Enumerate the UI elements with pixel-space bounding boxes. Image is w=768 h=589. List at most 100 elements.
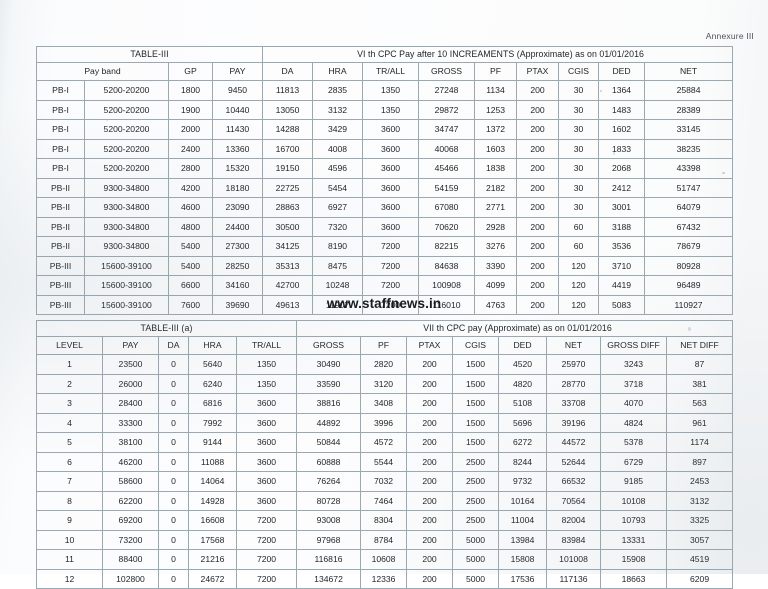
table-iii-a-subtitle: VII th CPC pay (Approximate) as on 01/01… <box>296 320 734 337</box>
table-row: 3 28400 0 6816 3600 38816 3408 200 1500 5108 33708… <box>36 393 734 414</box>
column-header-gross-diff: GROSS DIFF <box>600 336 668 355</box>
cell-net: 25970 <box>546 354 602 375</box>
cell-cgis: 120 <box>558 255 600 276</box>
cell-pay: 73200 <box>102 529 159 550</box>
column-header-cgis: CGIS <box>558 62 600 81</box>
cell-hra: 11088 <box>188 451 237 472</box>
cell-ptax: 200 <box>516 138 560 159</box>
cell-da: 0 <box>158 490 189 511</box>
cell-net-diff: 6209 <box>666 568 734 589</box>
cell-da: 0 <box>158 432 189 453</box>
column-header-hra: HRA <box>312 62 364 81</box>
column-header-level: LEVEL <box>36 336 103 355</box>
cell-gp: 6600 <box>168 275 213 296</box>
cell-ded: 3710 <box>598 255 646 276</box>
column-header-trall: TR/ALL <box>362 62 420 81</box>
cell-cgis: 1500 <box>452 354 500 375</box>
cell-ded: 5083 <box>598 294 646 315</box>
cell-gp: 5400 <box>168 255 213 276</box>
table-iii-title: TABLE-III <box>35 46 264 63</box>
column-header-gross: GROSS <box>296 336 362 355</box>
cell-ded: 17536 <box>498 568 548 589</box>
cell-net: 38235 <box>644 138 734 159</box>
cell-gross: 40068 <box>418 138 476 159</box>
cell-tr: 7200 <box>362 275 420 296</box>
cell-pay: 23500 <box>102 354 159 375</box>
cell-tr: 1350 <box>362 99 420 120</box>
cell-tr: 1350 <box>235 373 298 394</box>
cell-gross: 70620 <box>418 216 476 237</box>
table-row: PB-II 9300-34800 5400 27300 34125 8190 7200 822… <box>36 236 734 257</box>
column-header-ptax: PTAX <box>516 62 560 81</box>
column-header-gross: GROSS <box>418 62 476 81</box>
cell-net: 80928 <box>644 255 734 276</box>
cell-gross-diff: 3243 <box>600 354 668 375</box>
cell-pf: 1372 <box>474 119 518 140</box>
cell-net: 117136 <box>546 568 602 589</box>
cell-hra: 21216 <box>188 549 237 570</box>
cell-cgis: 30 <box>558 99 600 120</box>
cell-pf: 3408 <box>360 393 408 414</box>
table-row: PB-I 5200-20200 1900 10440 13050 3132 1350 2987… <box>36 99 734 120</box>
cell-tr: 7200 <box>235 549 298 570</box>
table-row: 1 23500 0 5640 1350 30490 2820 200 1500 4520 25970… <box>36 354 734 375</box>
cell-cgis: 2500 <box>452 490 500 511</box>
cell-da: 0 <box>158 471 189 492</box>
cell-net: 70564 <box>546 490 602 511</box>
cell-ptax: 200 <box>406 393 454 414</box>
cell-band: PB-I <box>36 138 85 159</box>
cell-net: 83984 <box>546 529 602 550</box>
cell-gp: 4600 <box>168 197 213 218</box>
cell-ded: 10164 <box>498 490 548 511</box>
cell-pf: 1134 <box>474 80 518 101</box>
cell-ded: 3188 <box>598 216 646 237</box>
cell-net: 101008 <box>546 549 602 570</box>
cell-level: 6 <box>36 451 103 472</box>
cell-net: 33708 <box>546 393 602 414</box>
cell-tr: 7200 <box>362 236 420 257</box>
cell-net: 33145 <box>644 119 734 140</box>
cell-cgis: 2500 <box>452 451 500 472</box>
cell-ptax: 200 <box>516 158 560 179</box>
cell-level: 11 <box>36 549 103 570</box>
cell-hra: 9144 <box>188 432 237 453</box>
column-header-da: DA <box>158 336 189 355</box>
cell-cgis: 30 <box>558 119 600 140</box>
cell-pf: 8784 <box>360 529 408 550</box>
cell-ded: 3001 <box>598 197 646 218</box>
table-row: 10 73200 0 17568 7200 97968 8784 200 5000 13984 83… <box>36 529 734 550</box>
table-row: PB-I 5200-20200 1800 9450 11813 2835 1350 27248… <box>36 80 734 101</box>
table-row: PB-II 9300-34800 4800 24400 30500 7320 3600 706… <box>36 216 734 237</box>
cell-pay: 10440 <box>211 99 264 120</box>
cell-hra: 24672 <box>188 568 237 589</box>
cell-net-diff: 2453 <box>666 471 734 492</box>
table-row: 4 33300 0 7992 3600 44892 3996 200 1500 5696 39196… <box>36 412 734 433</box>
cell-gp: 2400 <box>168 138 213 159</box>
cell-pf: 2928 <box>474 216 518 237</box>
cell-da: 0 <box>158 393 189 414</box>
cell-da: 42700 <box>262 275 314 296</box>
cell-da: 0 <box>158 510 189 531</box>
cell-hra: 14928 <box>188 490 237 511</box>
cell-hra: 7320 <box>312 216 364 237</box>
cell-pf: 2182 <box>474 177 518 198</box>
cell-tr: 3600 <box>362 177 420 198</box>
cell-level: 8 <box>36 490 103 511</box>
cell-pay: 9450 <box>211 80 264 101</box>
cell-cgis: 30 <box>558 177 600 198</box>
cell-net-diff: 3325 <box>666 510 734 531</box>
cell-net: 43398 <box>644 158 734 179</box>
cell-ptax: 200 <box>516 177 560 198</box>
cell-cgis: 1500 <box>452 393 500 414</box>
cell-ded: 4820 <box>498 373 548 394</box>
cell-da: 35313 <box>262 255 314 276</box>
cell-scale: 9300-34800 <box>84 177 169 198</box>
cell-ptax: 200 <box>516 236 560 257</box>
cell-gross: 76264 <box>296 471 362 492</box>
watermark-staffnews: www.staffnews.in <box>326 296 442 311</box>
cell-ded: 6272 <box>498 432 548 453</box>
cell-gp: 4800 <box>168 216 213 237</box>
cell-gross-diff: 4070 <box>600 393 668 414</box>
cell-da: 0 <box>158 568 189 589</box>
cell-pay: 24400 <box>211 216 264 237</box>
